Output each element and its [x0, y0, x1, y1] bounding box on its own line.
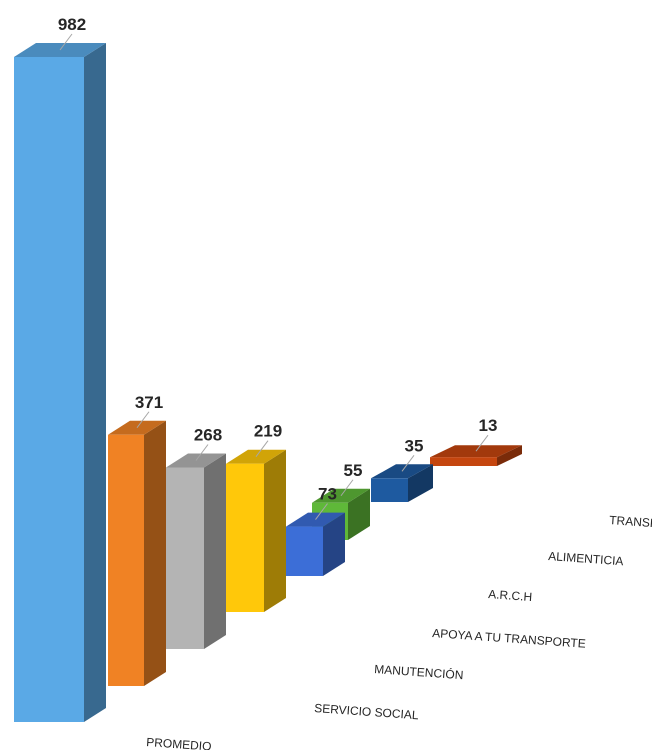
leader-line-6: [340, 479, 354, 497]
bar-side-2: [144, 420, 166, 686]
category-label-3: MANUTENCIÓN: [374, 661, 464, 682]
leader-line-2: [136, 411, 150, 429]
leader-line-3: [195, 444, 209, 461]
bar-side-3: [204, 453, 226, 649]
data-label-2: 371: [135, 393, 163, 412]
bar-side-1: [84, 42, 106, 722]
data-label-3: 268: [194, 426, 222, 445]
leader-line-1: [59, 33, 73, 51]
bar-front-2: [108, 434, 144, 686]
bar-front-5: [286, 526, 323, 576]
bar-3: [166, 453, 226, 649]
category-label-6: ALIMENTICIA: [548, 549, 624, 568]
bar-1: [14, 42, 106, 722]
bar-8: [430, 445, 522, 466]
leader-line-7: [401, 454, 415, 472]
bar-front-7: [371, 478, 408, 502]
category-label-5: A.R.C.H: [488, 587, 533, 604]
data-label-5: 73: [318, 485, 337, 504]
data-label-6: 55: [344, 461, 363, 480]
bar-2: [108, 420, 166, 686]
category-label-1: PROMEDIO: [146, 735, 212, 750]
leader-line-5: [315, 503, 328, 520]
data-label-8: 13: [479, 416, 498, 435]
leader-line-4: [255, 440, 269, 457]
bar-front-3: [166, 467, 204, 649]
bar-side-4: [264, 449, 286, 612]
leader-line-8: [475, 434, 489, 452]
bar-side-5: [323, 512, 345, 576]
bar-side-6: [348, 488, 370, 540]
data-label-4: 219: [254, 422, 282, 441]
bar-front-1: [14, 56, 84, 722]
bar-7: [371, 464, 433, 502]
bar-4: [226, 449, 286, 612]
data-label-7: 35: [405, 436, 424, 455]
bar-front-4: [226, 463, 264, 612]
category-label-7: TRANSPORTE: [609, 513, 652, 533]
data-label-1: 982: [58, 15, 86, 34]
bar-front-8: [430, 457, 497, 466]
category-label-2: SERVICIO SOCIAL: [314, 701, 420, 722]
bar-5: [286, 512, 345, 576]
category-label-4: APOYA A TU TRANSPORTE: [432, 626, 586, 651]
bar-side-7: [408, 464, 433, 502]
bar-side-8: [497, 445, 522, 466]
